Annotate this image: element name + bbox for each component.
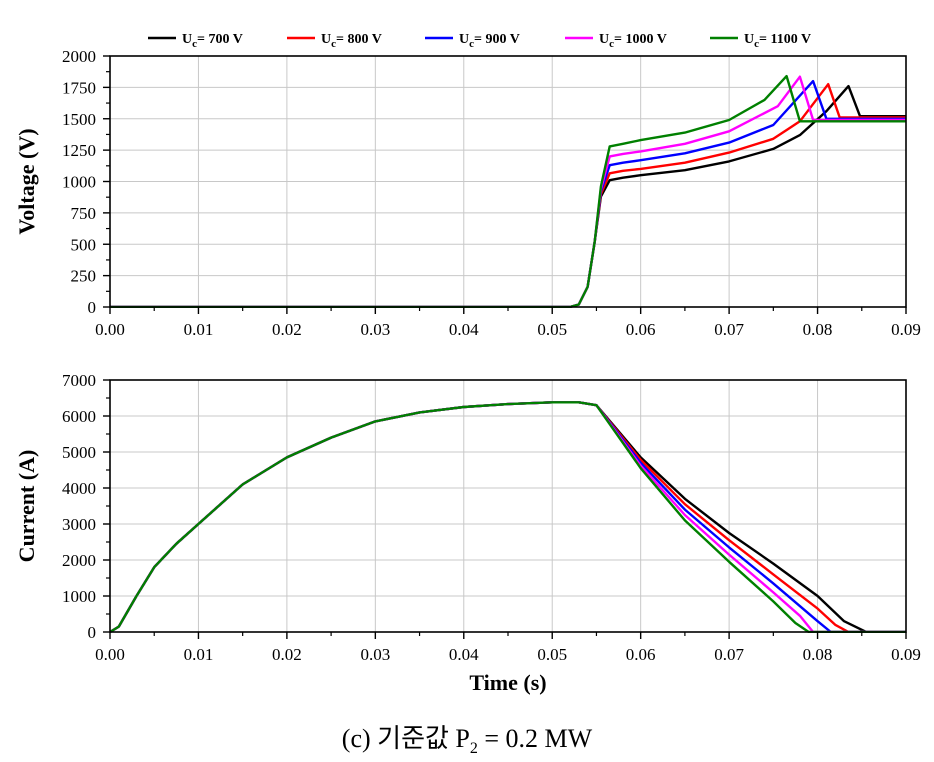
series-group	[110, 401, 906, 633]
figure-caption: (c) 기준값 P2 = 0.2 MW	[0, 718, 934, 758]
y-axis-label: Current (A)	[14, 450, 39, 563]
series-line-3	[110, 401, 906, 633]
y-tick-label: 750	[71, 204, 97, 223]
y-tick-label: 2000	[62, 47, 96, 66]
y-tick-label: 1500	[62, 110, 96, 129]
series-line-1	[110, 401, 906, 633]
y-tick-label: 1000	[62, 587, 96, 606]
x-tick-label: 0.08	[803, 320, 833, 339]
y-tick-label: 250	[71, 267, 97, 286]
x-tick-label: 0.02	[272, 645, 302, 664]
x-axis-label: Time (s)	[469, 670, 546, 695]
x-tick-label: 0.09	[891, 645, 921, 664]
series-group	[110, 74, 906, 308]
x-tick-label: 0.04	[449, 645, 479, 664]
x-tick-label: 0.09	[891, 320, 921, 339]
x-tick-label: 0.00	[95, 320, 125, 339]
y-tick-label: 7000	[62, 371, 96, 390]
y-tick-label: 500	[71, 235, 97, 254]
y-tick-label: 3000	[62, 515, 96, 534]
y-tick-label: 2000	[62, 551, 96, 570]
caption-suffix: = 0.2 MW	[477, 724, 593, 753]
series-line-3	[110, 79, 906, 308]
series-line-5	[110, 401, 906, 633]
x-tick-label: 0.07	[714, 320, 744, 339]
series-line-5	[110, 74, 906, 308]
x-tick-label: 0.00	[95, 645, 125, 664]
legend-label-3: Uc= 900 V	[459, 32, 520, 50]
x-tick-label: 0.07	[714, 645, 744, 664]
caption-prefix: (c) 기준값 P	[341, 724, 470, 753]
y-tick-label: 6000	[62, 407, 96, 426]
legend-label-5: Uc= 1100 V	[744, 32, 811, 50]
y-tick-label: 1000	[62, 173, 96, 192]
caption-subscript: 2	[469, 740, 478, 758]
x-tick-label: 0.01	[184, 320, 214, 339]
y-tick-label: 4000	[62, 479, 96, 498]
y-tick-label: 1250	[62, 141, 96, 160]
x-tick-label: 0.06	[626, 320, 656, 339]
chart-legend: Uc= 700 V Uc= 800 V Uc= 900 V Uc= 1000 V Uc=…	[148, 32, 811, 50]
x-tick-label: 0.03	[360, 645, 390, 664]
series-line-4	[110, 401, 906, 633]
y-tick-label: 5000	[62, 443, 96, 462]
x-tick-label: 0.06	[626, 645, 656, 664]
x-tick-label: 0.05	[537, 645, 567, 664]
y-tick-label: 0	[88, 298, 97, 317]
y-tick-label: 0	[88, 623, 97, 642]
legend-label-2: Uc= 800 V	[321, 32, 382, 50]
y-tick-label: 1750	[62, 78, 96, 97]
legend-label-1: Uc= 700 V	[182, 32, 243, 50]
current-chart: 0.00 0.01 0.02 0.03 0.04 0.05 0.06 0.07 0.08 0.09…	[14, 371, 921, 695]
series-line-2	[110, 401, 906, 633]
legend-label-4: Uc= 1000 V	[599, 32, 667, 50]
x-tick-label: 0.05	[537, 320, 567, 339]
x-tick-label: 0.03	[360, 320, 390, 339]
x-tick-label: 0.01	[184, 645, 214, 664]
x-tick-label: 0.08	[803, 645, 833, 664]
x-tick-label: 0.04	[449, 320, 479, 339]
series-line-2	[110, 82, 906, 308]
voltage-chart: 0.00 0.01 0.02 0.03 0.04 0.05 0.06 0.07 0.08 0.09…	[14, 47, 921, 339]
y-axis-label: Voltage (V)	[14, 128, 39, 234]
x-tick-label: 0.02	[272, 320, 302, 339]
